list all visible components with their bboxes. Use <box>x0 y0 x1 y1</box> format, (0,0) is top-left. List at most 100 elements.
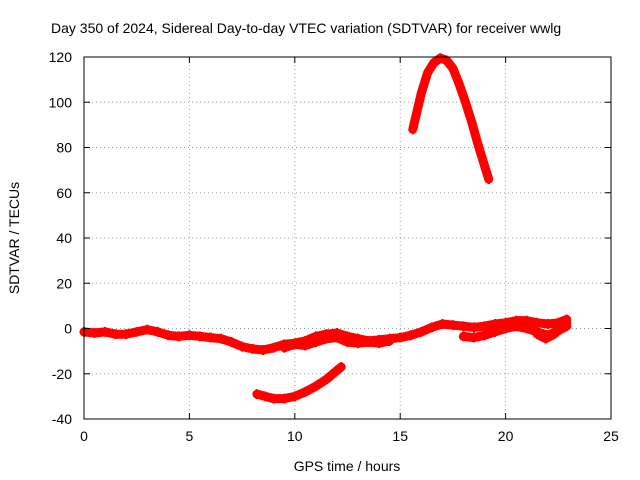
data-point-main-band <box>227 337 236 348</box>
x-axis-label: GPS time / hours <box>294 458 401 474</box>
data-point-main-band <box>153 326 162 337</box>
data-point-main-band <box>132 326 141 337</box>
data-point-late-arc <box>541 333 550 344</box>
data-point-main-band <box>90 328 99 339</box>
data-point-main-band <box>143 324 152 335</box>
data-point-arc-high <box>436 53 445 64</box>
data-point-late-lower-band <box>522 323 531 334</box>
data-point-late-lower-band <box>469 332 478 343</box>
data-point-main-band <box>396 332 405 343</box>
data-point-main-band-lower <box>385 335 394 346</box>
data-point-arc-low <box>301 386 310 397</box>
data-point-late-lower-band <box>501 323 510 334</box>
x-tick-labels: 0 5 10 15 20 25 <box>80 428 619 444</box>
data-point-arc-high <box>484 174 493 185</box>
data-point-main-band-lower <box>343 337 352 348</box>
data-point-main-band <box>195 331 204 342</box>
data-point-main-band <box>248 343 257 354</box>
data-point-main-band-lower <box>354 338 363 349</box>
y-tick-label: 60 <box>56 185 72 201</box>
data-point-main-band <box>111 329 120 340</box>
data-point-main-band-lower <box>280 342 289 353</box>
y-tick-label: 0 <box>64 321 72 337</box>
data-point-main-band <box>438 318 447 329</box>
data-point-main-band <box>217 333 226 344</box>
data-point-main-band-lower <box>322 333 331 344</box>
data-point-main-band <box>448 320 457 331</box>
data-point-late-lower-band <box>491 326 500 337</box>
data-point-main-band-lower <box>290 339 299 350</box>
y-tick-label: 40 <box>56 230 72 246</box>
data-point-arc-high <box>417 88 426 99</box>
data-point-arc-high <box>455 79 464 90</box>
x-tick-label: 0 <box>80 428 88 444</box>
x-tick-label: 15 <box>392 428 408 444</box>
x-tick-label: 20 <box>498 428 514 444</box>
data-point-late-arc <box>558 321 567 332</box>
data-point-arc-low <box>332 365 341 376</box>
data-point-arc-low <box>337 361 346 372</box>
x-tick-label: 25 <box>603 428 619 444</box>
data-point-main-band <box>469 322 478 333</box>
data-point-main-band <box>480 321 489 332</box>
data-point-main-band <box>174 331 183 342</box>
data-point-main-band <box>259 344 268 355</box>
data-point-arc-high <box>448 63 457 74</box>
data-point-main-band <box>238 341 247 352</box>
data-point-late-arc <box>533 329 542 340</box>
data-point-main-band <box>101 326 110 337</box>
data-series <box>79 53 572 404</box>
y-tick-label: -20 <box>52 366 72 382</box>
data-point-arc-high <box>480 160 489 171</box>
data-point-main-band-lower <box>311 337 320 348</box>
data-point-main-band-lower <box>301 340 310 351</box>
data-point-main-band <box>417 326 426 337</box>
data-point-late-lower-band <box>512 321 521 332</box>
data-point-arc-low <box>269 393 278 404</box>
data-point-arc-high <box>423 67 432 78</box>
x-tick-label: 10 <box>287 428 303 444</box>
y-tick-label: 20 <box>56 275 72 291</box>
data-point-main-band <box>427 322 436 333</box>
data-point-late-arc <box>562 317 571 328</box>
data-point-arc-high <box>429 57 438 68</box>
y-tick-label: 80 <box>56 140 72 156</box>
y-tick-label: -40 <box>52 411 72 427</box>
data-point-main-band-lower <box>375 338 384 349</box>
data-point-main-band <box>122 329 131 340</box>
grid-lines <box>84 57 611 419</box>
data-point-arc-high <box>461 97 470 108</box>
y-tick-label: 120 <box>49 49 73 65</box>
data-point-main-band <box>406 330 415 341</box>
data-point-arc-low <box>311 381 320 392</box>
data-point-late-lower-band <box>459 331 468 342</box>
data-point-arc-low <box>280 393 289 404</box>
data-point-arc-low <box>290 391 299 402</box>
data-point-main-band <box>533 317 542 328</box>
y-axis-label: SDTVAR / TECUs <box>6 182 22 294</box>
y-tick-label: 100 <box>49 94 73 110</box>
data-point-arc-high <box>474 140 483 151</box>
chart-title: Day 350 of 2024, Sidereal Day-to-day VTE… <box>51 20 561 36</box>
data-point-arc-high <box>467 117 476 128</box>
data-point-main-band <box>185 330 194 341</box>
data-point-arc-low <box>261 391 270 402</box>
y-tick-labels: -40 -20 0 20 40 60 80 100 120 <box>49 49 73 427</box>
data-point-main-band-lower <box>364 337 373 348</box>
data-point-late-arc <box>550 329 559 340</box>
data-point-main-band-lower <box>332 332 341 343</box>
data-point-main-band <box>164 330 173 341</box>
x-tick-label: 5 <box>186 428 194 444</box>
series-arc-low <box>252 362 346 404</box>
data-point-late-lower-band <box>480 330 489 341</box>
data-point-main-band <box>459 321 468 332</box>
data-point-main-band <box>269 342 278 353</box>
data-point-main-band <box>543 318 552 329</box>
data-point-main-band <box>206 332 215 343</box>
data-point-arc-low <box>252 389 261 400</box>
data-point-arc-high <box>408 124 417 135</box>
data-point-arc-low <box>322 374 331 385</box>
axis-ticks <box>83 56 612 420</box>
